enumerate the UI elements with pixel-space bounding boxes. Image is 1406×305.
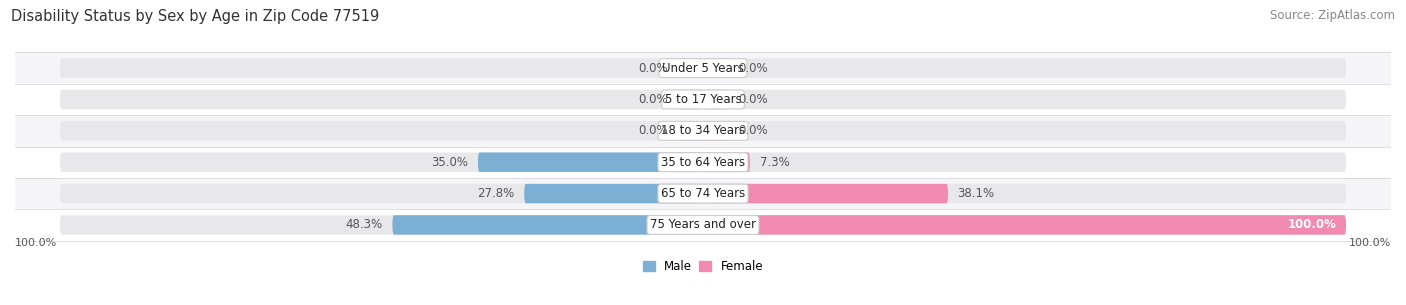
Bar xyxy=(15,178,1391,209)
FancyBboxPatch shape xyxy=(703,152,1346,172)
Text: 48.3%: 48.3% xyxy=(346,218,382,231)
FancyBboxPatch shape xyxy=(703,58,728,78)
Legend: Male, Female: Male, Female xyxy=(638,256,768,278)
FancyBboxPatch shape xyxy=(60,215,703,235)
Text: 5 to 17 Years: 5 to 17 Years xyxy=(665,93,741,106)
Text: 38.1%: 38.1% xyxy=(957,187,995,200)
Text: 0.0%: 0.0% xyxy=(738,93,768,106)
Text: 7.3%: 7.3% xyxy=(759,156,789,169)
FancyBboxPatch shape xyxy=(60,184,703,203)
FancyBboxPatch shape xyxy=(678,58,703,78)
Text: 0.0%: 0.0% xyxy=(638,93,668,106)
FancyBboxPatch shape xyxy=(60,90,703,109)
FancyBboxPatch shape xyxy=(524,184,703,203)
Text: 75 Years and over: 75 Years and over xyxy=(650,218,756,231)
Text: 0.0%: 0.0% xyxy=(738,124,768,137)
Text: 27.8%: 27.8% xyxy=(478,187,515,200)
FancyBboxPatch shape xyxy=(60,121,703,141)
Text: 35.0%: 35.0% xyxy=(432,156,468,169)
FancyBboxPatch shape xyxy=(703,215,1346,235)
Text: 18 to 34 Years: 18 to 34 Years xyxy=(661,124,745,137)
Bar xyxy=(15,84,1391,115)
Bar xyxy=(15,115,1391,146)
Text: 100.0%: 100.0% xyxy=(15,238,58,248)
Bar xyxy=(15,209,1391,241)
FancyBboxPatch shape xyxy=(392,215,703,235)
Text: Disability Status by Sex by Age in Zip Code 77519: Disability Status by Sex by Age in Zip C… xyxy=(11,9,380,24)
FancyBboxPatch shape xyxy=(678,90,703,109)
Text: Source: ZipAtlas.com: Source: ZipAtlas.com xyxy=(1270,9,1395,22)
FancyBboxPatch shape xyxy=(703,184,948,203)
FancyBboxPatch shape xyxy=(60,58,703,78)
Text: 0.0%: 0.0% xyxy=(738,62,768,75)
FancyBboxPatch shape xyxy=(678,121,703,141)
Text: 100.0%: 100.0% xyxy=(1288,218,1336,231)
Text: 35 to 64 Years: 35 to 64 Years xyxy=(661,156,745,169)
FancyBboxPatch shape xyxy=(60,152,703,172)
Text: 0.0%: 0.0% xyxy=(638,124,668,137)
Bar xyxy=(15,52,1391,84)
FancyBboxPatch shape xyxy=(703,152,749,172)
Bar xyxy=(15,146,1391,178)
FancyBboxPatch shape xyxy=(703,215,1346,235)
FancyBboxPatch shape xyxy=(703,90,1346,109)
FancyBboxPatch shape xyxy=(703,121,1346,141)
Text: 65 to 74 Years: 65 to 74 Years xyxy=(661,187,745,200)
FancyBboxPatch shape xyxy=(478,152,703,172)
FancyBboxPatch shape xyxy=(703,58,1346,78)
Text: Under 5 Years: Under 5 Years xyxy=(662,62,744,75)
FancyBboxPatch shape xyxy=(703,121,728,141)
Text: 0.0%: 0.0% xyxy=(638,62,668,75)
Text: 100.0%: 100.0% xyxy=(1348,238,1391,248)
FancyBboxPatch shape xyxy=(703,90,728,109)
FancyBboxPatch shape xyxy=(703,184,1346,203)
